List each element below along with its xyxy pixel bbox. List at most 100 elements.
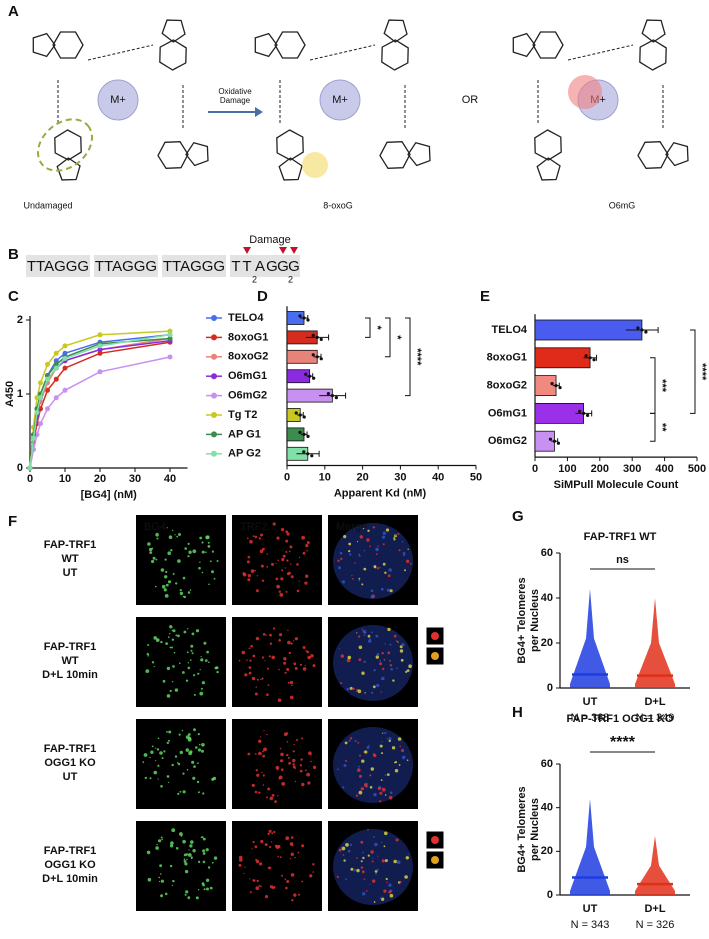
focus	[181, 729, 184, 732]
focus	[183, 860, 187, 863]
focus	[252, 840, 255, 844]
focus	[172, 529, 174, 532]
focus	[372, 879, 376, 883]
focus	[290, 873, 295, 877]
ring	[54, 129, 82, 161]
focus	[273, 627, 276, 630]
focus	[187, 666, 191, 670]
focus	[186, 858, 188, 861]
focus	[248, 671, 252, 675]
focus	[199, 561, 201, 563]
point	[34, 432, 40, 438]
significance-bracket	[650, 412, 656, 442]
focus	[200, 687, 203, 690]
focus	[350, 867, 354, 871]
significance: **	[656, 423, 668, 432]
focus	[201, 749, 204, 753]
focus	[191, 652, 194, 655]
focus	[198, 743, 201, 746]
repeat: TTAGGG	[163, 258, 225, 275]
focus	[175, 847, 179, 850]
focus	[164, 892, 168, 896]
damage-site	[37, 118, 93, 172]
focus	[178, 533, 181, 536]
focus	[195, 629, 200, 633]
focus	[190, 659, 192, 661]
y-tick-label: 1	[17, 388, 23, 400]
caption: 8-oxoG	[323, 200, 353, 210]
row-label: OGG1 KO	[44, 859, 96, 871]
focus	[252, 535, 255, 537]
focus	[404, 569, 406, 572]
focus	[238, 863, 242, 867]
focus	[179, 790, 182, 793]
focus	[269, 885, 274, 889]
focus	[357, 689, 362, 694]
row-label: D+L 10min	[42, 669, 98, 681]
focus	[399, 745, 402, 748]
point	[45, 387, 50, 393]
replicate-dot	[558, 386, 562, 390]
focus	[187, 853, 192, 857]
focus	[270, 841, 273, 843]
focus	[193, 765, 196, 768]
focus	[355, 794, 358, 797]
focus	[215, 666, 219, 670]
focus	[396, 860, 401, 865]
y-tick-label: 8oxoG2	[487, 380, 527, 392]
focus	[247, 537, 249, 540]
point	[167, 354, 173, 360]
focus	[370, 850, 374, 854]
focus	[358, 790, 363, 795]
focus	[167, 636, 170, 638]
point	[53, 350, 59, 356]
focus	[342, 786, 345, 789]
point-cloud	[570, 798, 610, 895]
focus	[293, 743, 295, 746]
ring	[276, 129, 304, 161]
focus	[248, 647, 251, 650]
focus	[191, 760, 195, 764]
focus	[255, 769, 258, 772]
focus	[276, 536, 280, 540]
focus	[352, 578, 354, 580]
focus	[163, 750, 166, 753]
point	[38, 380, 43, 386]
focus	[356, 868, 360, 873]
focus	[175, 634, 178, 637]
focus	[349, 553, 352, 556]
focus	[190, 649, 193, 652]
row-label: FAP-TRF1	[44, 845, 97, 857]
row-label: UT	[63, 567, 78, 579]
focus	[359, 774, 362, 778]
inset-focus	[431, 632, 439, 640]
focus	[389, 791, 393, 795]
focus	[209, 560, 212, 563]
focus	[381, 740, 383, 743]
replicate-dot	[548, 437, 553, 441]
focus	[287, 640, 291, 645]
focus	[382, 543, 385, 546]
point	[45, 361, 50, 367]
focus	[361, 870, 365, 874]
row-label: FAP-TRF1	[44, 743, 97, 755]
focus	[175, 582, 178, 585]
x-tick-label: D+L	[644, 696, 665, 708]
y-tick-label: 20	[541, 637, 553, 649]
focus	[360, 860, 363, 863]
focus	[247, 578, 251, 582]
focus	[155, 760, 157, 762]
focus	[250, 644, 253, 648]
focus	[286, 668, 288, 670]
focus	[384, 571, 387, 574]
focus	[260, 564, 264, 568]
significance: ****	[610, 734, 636, 751]
point	[167, 336, 173, 341]
replicate-dot	[315, 335, 319, 339]
replicate-dot	[636, 326, 640, 330]
focus	[353, 869, 356, 872]
focus	[188, 550, 192, 554]
focus	[169, 689, 172, 693]
legend-marker	[211, 373, 217, 380]
focus	[389, 643, 392, 646]
